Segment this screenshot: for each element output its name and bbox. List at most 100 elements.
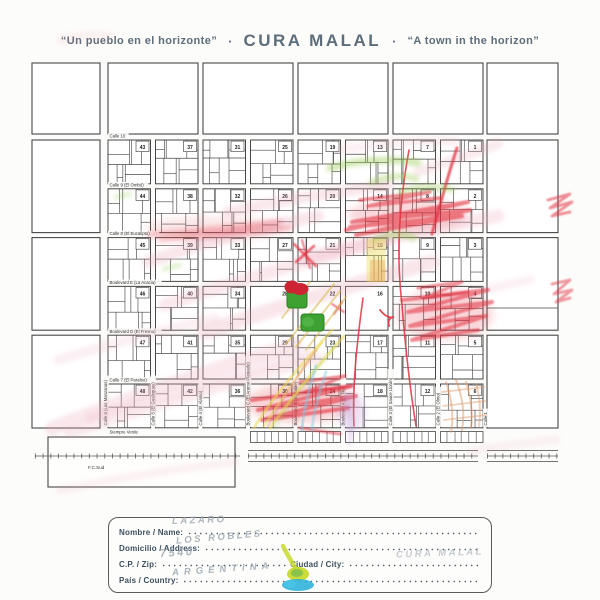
svg-text:Calle 4 (El Álamo): Calle 4 (El Álamo) xyxy=(198,390,203,425)
block-number: 23 xyxy=(330,340,336,346)
map-block-2: 2 xyxy=(440,188,484,234)
outskirt-block xyxy=(31,237,101,331)
block-number: 36 xyxy=(235,389,241,395)
title-separator: · xyxy=(392,33,397,49)
dotted-leader xyxy=(187,528,480,538)
map-block-31: 31 xyxy=(202,139,246,185)
svg-text:Calle 7 (El Paraíso): Calle 7 (El Paraíso) xyxy=(110,378,148,383)
form-row-name: Nombre / Name: xyxy=(119,524,481,540)
handwritten-zip: 7540 xyxy=(159,546,195,560)
map-block-28: 28 xyxy=(250,285,294,331)
street-label-vertical: Calle 3 (El Sauce Llorón) xyxy=(387,369,394,427)
svg-text:Boulevard C (El Aromo Plateado: Boulevard C (El Aromo Plateado) xyxy=(246,362,251,426)
outskirt-block xyxy=(202,62,294,135)
railway: F.C.Sud xyxy=(35,436,558,488)
svg-text:Calle 2 (El Olmo): Calle 2 (El Olmo) xyxy=(436,392,441,425)
block-number: 3 xyxy=(474,243,477,249)
svg-text:Boulevard E (La Acacia): Boulevard E (La Acacia) xyxy=(110,280,157,285)
block-number: 30 xyxy=(282,389,288,395)
block-number: 20 xyxy=(330,194,336,200)
block-number: 29 xyxy=(282,340,288,346)
block-number: 38 xyxy=(187,194,193,200)
map-block-26: 26 xyxy=(250,188,294,234)
address-field-label: Domicilio / Address: xyxy=(119,543,201,553)
map-block-17: 17 xyxy=(345,334,389,380)
block-number: 5 xyxy=(474,340,477,346)
block-number: 11 xyxy=(425,340,431,346)
block-number: 39 xyxy=(187,243,193,249)
street-label-vertical: Calle 5 (El Gualeguay) xyxy=(150,375,157,427)
dotted-leader xyxy=(348,560,480,570)
city-field-label: Ciudad / City: xyxy=(290,559,345,569)
map-block-40: 40 xyxy=(155,285,199,331)
block-number: 1 xyxy=(474,145,477,151)
map-block-32: 32 xyxy=(202,188,246,234)
svg-text:Boulevard D (El Fresno): Boulevard D (El Fresno) xyxy=(110,329,157,334)
block-number: 9 xyxy=(426,243,429,249)
map-block-33: 33 xyxy=(202,237,246,282)
block-number: 21 xyxy=(330,243,336,249)
block-number: 6 xyxy=(474,389,477,395)
map-block-24: 24 xyxy=(297,383,341,429)
svg-text:Calle 10: Calle 10 xyxy=(110,134,126,139)
svg-text:Calle 8 (El Eucalipto): Calle 8 (El Eucalipto) xyxy=(110,231,151,236)
form-row-address: Domicilio / Address: xyxy=(119,540,481,556)
map-block-34: 34 xyxy=(202,285,246,331)
map-block-19: 19 xyxy=(297,139,341,185)
map-block-47: 47 xyxy=(107,334,151,380)
block-number: 4 xyxy=(474,292,477,298)
block-number: 18 xyxy=(377,389,383,395)
map-block-37: 37 xyxy=(155,139,199,185)
map-block-39: 39 xyxy=(155,237,199,282)
street-label-horizontal: Calle 7 (El Paraíso) xyxy=(108,377,155,383)
railway-yard-block xyxy=(47,436,236,488)
map-block-5: 5 xyxy=(440,334,484,380)
street-label-vertical: Boulevard B (El Roble) xyxy=(292,375,299,427)
railway-label: F.C.Sud xyxy=(88,465,105,470)
block-number: 43 xyxy=(140,145,146,151)
map-block-16: 16 xyxy=(345,285,389,331)
block-number: 19 xyxy=(330,145,336,151)
map-block-23: 23 xyxy=(297,334,341,380)
block-number: 22 xyxy=(330,292,336,298)
map-block-10: 10 xyxy=(392,285,436,331)
street-label-horizontal: Calle 8 (El Eucalipto) xyxy=(108,230,160,237)
railway-lots-strip xyxy=(250,431,484,443)
map-block-1: 1 xyxy=(440,139,484,185)
map-block-15: 15 xyxy=(345,237,389,282)
map-block-4: 4 xyxy=(440,285,484,331)
block-number: 35 xyxy=(235,340,241,346)
block-number: 27 xyxy=(282,243,288,249)
block-number: 37 xyxy=(187,145,193,151)
outskirt-block xyxy=(486,237,559,331)
zip-field-label: C.P. / Zip: xyxy=(119,559,158,569)
street-label-vertical: Boulevard A (El Tilo) xyxy=(340,377,347,427)
block-number: 45 xyxy=(140,243,146,249)
svg-text:Siempre Verde: Siempre Verde xyxy=(110,429,139,434)
block-number: 33 xyxy=(235,243,241,249)
title-town-name: CURA MALAL xyxy=(243,31,382,50)
block-number: 15 xyxy=(377,243,383,249)
map-block-6: 6 xyxy=(440,383,484,429)
block-number: 16 xyxy=(377,292,383,298)
outskirt-block xyxy=(392,62,484,135)
street-label-vertical: Calle 1 xyxy=(482,408,489,427)
map-block-3: 3 xyxy=(440,237,484,282)
street-label-horizontal: Boulevard E (La Acacia) xyxy=(108,279,162,286)
block-number: 12 xyxy=(425,389,431,395)
street-label-vertical: Calle 2 (El Olmo) xyxy=(435,386,442,427)
block-number: 31 xyxy=(235,145,241,151)
outskirt-block xyxy=(297,62,389,135)
title-quote-english: “A town in the horizon” xyxy=(407,35,540,47)
block-number: 13 xyxy=(377,145,383,151)
block-number: 42 xyxy=(187,389,193,395)
country-field-label: País / Country: xyxy=(119,575,179,585)
block-number: 41 xyxy=(187,340,193,346)
block-number: 24 xyxy=(330,389,336,395)
page-title: “Un pueblo en el horizonte” · CURA MALAL… xyxy=(0,28,600,54)
block-number: 17 xyxy=(377,340,383,346)
svg-text:Calle 5 (El Gualeguay): Calle 5 (El Gualeguay) xyxy=(151,382,156,426)
outskirt-block xyxy=(486,139,559,234)
street-label-vertical: Calle 6 (Los Manzanos) xyxy=(102,375,109,427)
